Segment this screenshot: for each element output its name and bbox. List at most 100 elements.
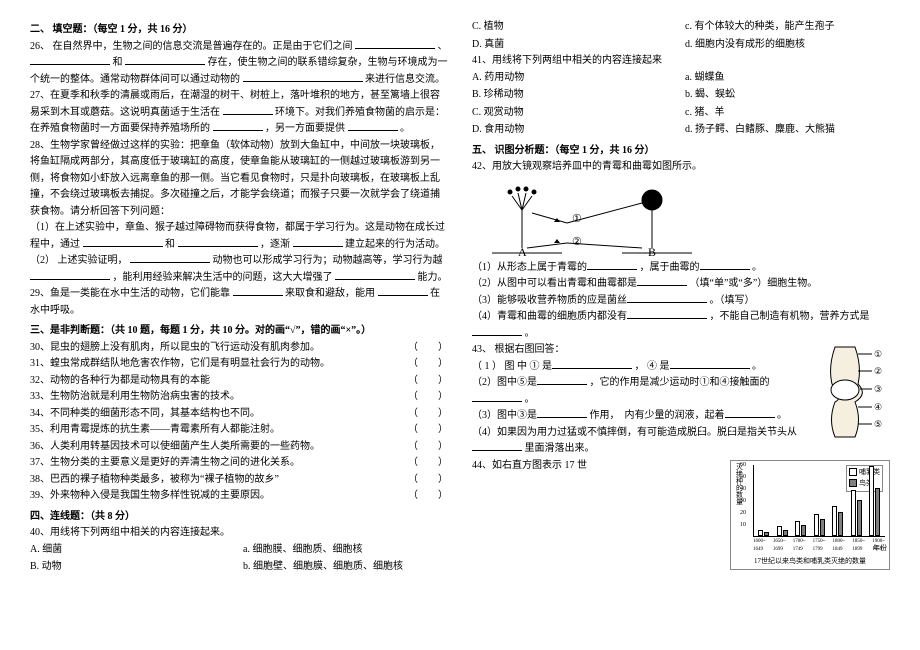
tf33-text: 33、生物防治就是利用生物防治病虫害的技术。 xyxy=(30,389,240,406)
q42-b5[interactable] xyxy=(627,310,707,319)
svg-text:④: ④ xyxy=(874,402,882,412)
q42-b6[interactable] xyxy=(472,327,522,336)
q43-1a: （ 1 ） 图 中 ① 是 xyxy=(472,361,552,372)
q26: 26、 在自然界中，生物之间的信息交流是普遍存在的。正是由于它们之间 、 和 存… xyxy=(30,39,448,89)
tf38-paren[interactable]: （ ） xyxy=(408,472,448,489)
tf-30: 30、昆虫的翅膀上没有肌肉，所以昆虫的飞行运动没有肌肉参加。 （ ） xyxy=(30,340,448,357)
q27: 27、在夏季和秋季的清晨或雨后，在潮湿的树干、树桩上，落叶堆积的地方，甚至篱墙上… xyxy=(30,88,448,138)
q27-blank2[interactable] xyxy=(213,122,263,131)
q43-2c: 。 xyxy=(525,394,535,405)
q26-blank1[interactable] xyxy=(355,40,435,49)
c2-r1: b. 蝎、蜈蚣 xyxy=(685,87,890,104)
c2-r3: d. 扬子鳄、白鳍豚、麋鹿、大熊猫 xyxy=(685,122,890,139)
q28-b5[interactable] xyxy=(30,271,110,280)
q43-3b: 作用， 内有少量的润液，起着 xyxy=(590,410,725,421)
q29-t1: 29、鱼是一类能在水中生活的动物，它们能靠 xyxy=(30,288,230,299)
bar-area: 102030405060 xyxy=(753,465,885,537)
q28-b3[interactable] xyxy=(293,238,343,247)
tf-33: 33、生物防治就是利用生物防治病虫害的技术。 （ ） xyxy=(30,389,448,406)
mold-label-a: A xyxy=(518,245,527,258)
c1-l2: C. 植物 xyxy=(472,19,677,36)
q43-b5[interactable] xyxy=(537,409,587,418)
tf39-text: 39、外来物种入侵是我国生物多样性锐减的主要原因。 xyxy=(30,488,270,505)
q26-blank3[interactable] xyxy=(125,56,205,65)
q43-b1[interactable] xyxy=(552,360,632,369)
tf30-paren[interactable]: （ ） xyxy=(408,340,448,357)
q43-b4[interactable] xyxy=(472,393,522,402)
c1-r0: a. 细胞膜、细胞质、细胞核 xyxy=(243,542,448,559)
q28-b6[interactable] xyxy=(335,271,415,280)
q43-1c: 。 xyxy=(752,361,762,372)
q43-3c: 。 xyxy=(777,410,787,421)
q42-1c: 。 xyxy=(752,262,762,273)
tf-31: 31、蝗虫常成群结队地危害农作物，它们是有明显社会行为的动物。 （ ） xyxy=(30,356,448,373)
svg-text:②: ② xyxy=(874,366,882,376)
tf37-paren[interactable]: （ ） xyxy=(408,455,448,472)
q42-3b: 。（填写） xyxy=(710,295,755,306)
q28-b2[interactable] xyxy=(178,238,258,247)
c2-l0: A. 药用动物 xyxy=(472,70,677,87)
c2-l3: D. 食用动物 xyxy=(472,122,677,139)
tf31-text: 31、蝗虫常成群结队地危害农作物，它们是有明显社会行为的动物。 xyxy=(30,356,330,373)
q43-b2[interactable] xyxy=(670,360,750,369)
q42-b3[interactable] xyxy=(637,277,687,286)
q43-2a: （2）图中⑤是 xyxy=(472,377,537,388)
q28-b1[interactable] xyxy=(83,238,163,247)
q42-b1[interactable] xyxy=(587,261,637,270)
q43-b6[interactable] xyxy=(725,409,775,418)
q42-1b: ，属于曲霉的 xyxy=(640,262,700,273)
q28-p2a: （2） 上述实验证明， xyxy=(30,255,128,266)
q28-p1b: 和 xyxy=(165,239,175,250)
mold-label-1: ① xyxy=(572,213,582,225)
q43-3a: （3）图中③是 xyxy=(472,410,537,421)
tf39-paren[interactable]: （ ） xyxy=(408,488,448,505)
q29-b1[interactable] xyxy=(233,287,283,296)
tf33-paren[interactable]: （ ） xyxy=(408,389,448,406)
q29-b2[interactable] xyxy=(378,287,428,296)
q27-blank1[interactable] xyxy=(223,106,273,115)
tf34-paren[interactable]: （ ） xyxy=(408,406,448,423)
tf31-paren[interactable]: （ ） xyxy=(408,356,448,373)
connection-2: A. 药用动物a. 蝴蝶鱼 B. 珍稀动物b. 蝎、蜈蚣 C. 观赏动物c. 猪… xyxy=(472,70,890,139)
c1-r2: c. 有个体较大的种类，能产生孢子 xyxy=(685,19,890,36)
q27-blank3[interactable] xyxy=(348,122,398,131)
tf38-text: 38、巴西的裸子植物种类最多，被称为“裸子植物的故乡” xyxy=(30,472,279,489)
q28-p2c: ，能利用经验来解决生活中的问题，这大大增强了 xyxy=(113,272,333,283)
tf-37: 37、生物分类的主要意义是更好的弄清生物之间的进化关系。 （ ） xyxy=(30,455,448,472)
q26-blank4[interactable] xyxy=(243,73,363,82)
q26-t2: 、 xyxy=(438,41,448,52)
q28-b4[interactable] xyxy=(130,254,210,263)
chart-title: 17世纪以来鸟类和哺乳类灭绝的数量 xyxy=(731,556,889,568)
section-3-head: 三、是非判断题：（共 10 题，每题 1 分，共 10 分。对的画“√”，错的画… xyxy=(30,323,448,340)
tf35-text: 35、利用青霉提炼的抗生素——青霉素所有人都能注射。 xyxy=(30,422,280,439)
tf36-paren[interactable]: （ ） xyxy=(408,439,448,456)
tf-36: 36、人类利用转基因技术可以使细菌产生人类所需要的一些药物。（ ） xyxy=(30,439,448,456)
q28: 28、生物学家曾经做过这样的实验：把章鱼（软体动物）放到大鱼缸中，中间放一块玻璃… xyxy=(30,138,448,287)
q26-blank2[interactable] xyxy=(30,56,110,65)
tf32-text: 32、动物的各种行为都是动物具有的本能 xyxy=(30,373,210,390)
extinction-chart: 哺乳类 鸟类 灭绝种的数量 102030405060 1600~ 1649165… xyxy=(730,460,890,570)
svg-text:⑤: ⑤ xyxy=(874,419,882,429)
q43-b3[interactable] xyxy=(537,376,587,385)
mold-label-2: ② xyxy=(572,236,582,248)
q42-b4[interactable] xyxy=(627,294,707,303)
q28-p2b: 动物也可以形成学习行为；动物越高等，学习行为越 xyxy=(213,255,443,266)
joint-figure: ①②③④⑤ xyxy=(810,342,890,442)
q43-b7[interactable] xyxy=(472,442,522,451)
tf35-paren[interactable]: （ ） xyxy=(408,422,448,439)
tf34-text: 34、不同种类的细菌形态不同，其基本结构也不同。 xyxy=(30,406,260,423)
q42-b2[interactable] xyxy=(700,261,750,270)
q42-3a: （3）能够吸收营养物质的应是菌丝 xyxy=(472,295,627,306)
tf32-paren[interactable]: （ ） xyxy=(408,373,448,390)
q28-t1: 28、生物学家曾经做过这样的实验：把章鱼（软体动物）放到大鱼缸中，中间放一块玻璃… xyxy=(30,140,440,217)
c2-r0: a. 蝴蝶鱼 xyxy=(685,70,890,87)
q42-4b: ，不能自己制造有机物，营养方式是 xyxy=(710,311,870,322)
tf30-text: 30、昆虫的翅膀上没有肌肉，所以昆虫的飞行运动没有肌肉参加。 xyxy=(30,340,320,357)
q44: 哺乳类 鸟类 灭绝种的数量 102030405060 1600~ 1649165… xyxy=(472,458,890,475)
q43-4b: 里面滑落出来。 xyxy=(525,443,595,454)
section-5-head: 五、 识图分析题：（每空 1 分，共 16 分） xyxy=(472,143,890,160)
q42-4c: 。 xyxy=(525,328,535,339)
section-2-head: 二、 填空题：（每空 1 分，共 16 分） xyxy=(30,22,448,39)
section-4-head: 四、连线题：（共 8 分） xyxy=(30,509,448,526)
tf37-text: 37、生物分类的主要意义是更好的弄清生物之间的进化关系。 xyxy=(30,455,300,472)
